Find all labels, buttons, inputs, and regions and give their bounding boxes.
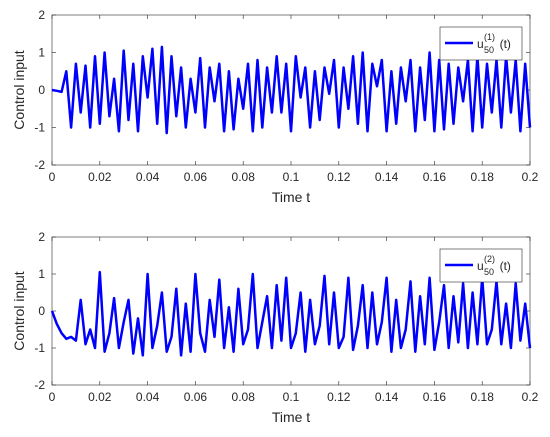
x-tick-label: 0.06 <box>184 170 208 184</box>
x-tick-label: 0.2 <box>522 170 539 184</box>
y-tick-label: 0 <box>38 304 45 318</box>
y-tick-label: -2 <box>34 158 45 172</box>
x-tick-label: 0.06 <box>184 390 208 404</box>
y-tick-label: 2 <box>38 8 45 22</box>
x-tick-label: 0.12 <box>327 390 351 404</box>
x-tick-label: 0.18 <box>471 390 495 404</box>
x-tick-label: 0.18 <box>471 170 495 184</box>
x-axis-label: Time t <box>272 189 310 205</box>
x-tick-label: 0.04 <box>136 170 160 184</box>
x-tick-label: 0.1 <box>283 390 300 404</box>
x-tick-label: 0.16 <box>423 390 447 404</box>
y-tick-label: 0 <box>38 83 45 97</box>
y-tick-label: 2 <box>38 230 45 244</box>
x-tick-label: 0.14 <box>375 170 399 184</box>
x-tick-label: 0.16 <box>423 170 447 184</box>
x-tick-label: 0.02 <box>88 390 112 404</box>
y-tick-label: 1 <box>38 46 45 60</box>
data-line <box>50 270 532 357</box>
x-tick-label: 0.2 <box>522 390 539 404</box>
legend-label: u50(2) (t) <box>477 254 511 277</box>
y-axis-label: Control input <box>11 271 27 350</box>
y-tick-label: -1 <box>34 121 45 135</box>
x-tick-label: 0.12 <box>327 170 351 184</box>
x-tick-label: 0.08 <box>232 390 256 404</box>
x-axis-label: Time t <box>272 409 310 425</box>
y-tick-label: -1 <box>34 341 45 355</box>
x-tick-label: 0.04 <box>136 390 160 404</box>
x-tick-label: 0.1 <box>283 170 300 184</box>
y-tick-label: 1 <box>38 267 45 281</box>
x-tick-label: 0.08 <box>232 170 256 184</box>
y-axis-label: Control input <box>11 50 27 129</box>
x-tick-label: 0.14 <box>375 390 399 404</box>
x-tick-label: 0 <box>49 390 56 404</box>
legend-label: u50(1) (t) <box>477 32 511 55</box>
x-tick-label: 0 <box>49 170 56 184</box>
y-tick-label: -2 <box>34 378 45 392</box>
data-line <box>51 45 532 135</box>
x-tick-label: 0.02 <box>88 170 112 184</box>
